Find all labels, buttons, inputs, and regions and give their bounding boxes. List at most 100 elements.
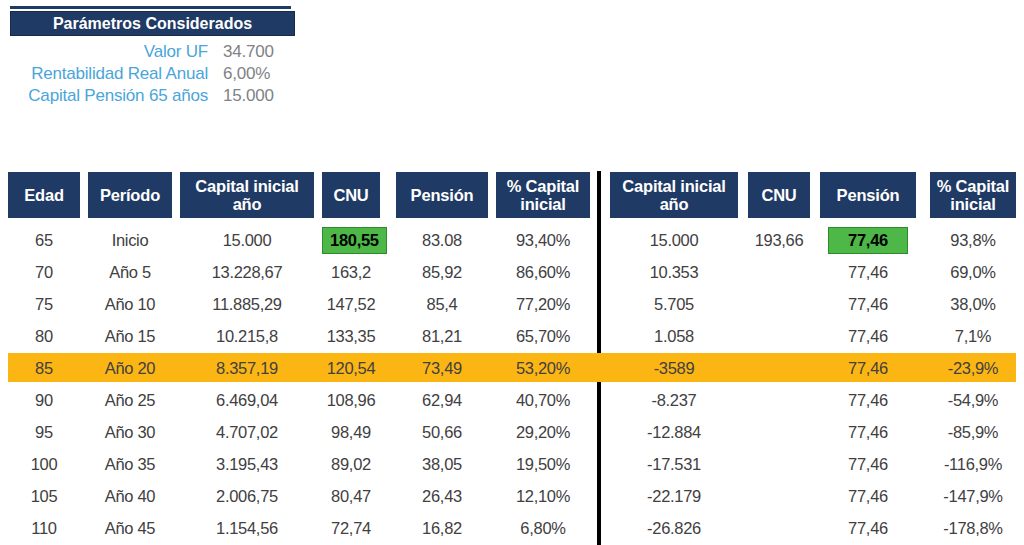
cell-capital-left: 4.707,02	[180, 416, 314, 448]
cell-pcapital-left: 93,40%	[496, 224, 590, 256]
cell-pension-left: 38,05	[396, 448, 488, 480]
cell-cnu-left: 80,47	[322, 480, 380, 512]
cell-pcapital-left: 29,20%	[496, 416, 590, 448]
table-row: 95 Año 30 4.707,02 98,49 50,66 29,20% -1…	[0, 416, 1024, 448]
parameters-panel-title: Parámetros Considerados	[10, 11, 295, 36]
cell-cnu-right	[748, 352, 810, 384]
cell-edad: 75	[8, 288, 80, 320]
col-header-pcapital-right: % Capital inicial	[930, 172, 1016, 218]
cell-edad: 80	[8, 320, 80, 352]
cell-pension-left: 50,66	[396, 416, 488, 448]
col-header-cnu-right: CNU	[748, 172, 810, 218]
cell-pcapital-right: 93,8%	[930, 224, 1016, 256]
cell-pension-left: 26,43	[396, 480, 488, 512]
cell-cnu-left: 147,52	[322, 288, 380, 320]
table-row: 110 Año 45 1.154,56 72,74 16,82 6,80% -2…	[0, 512, 1024, 544]
cell-pcapital-left: 65,70%	[496, 320, 590, 352]
col-header-edad: Edad	[8, 172, 80, 218]
panel-top-border	[10, 6, 291, 9]
cell-pension-right: 77,46	[820, 352, 916, 384]
table-header-row: Edad Período Capital inicial año CNU Pen…	[0, 172, 1024, 218]
cell-capital-left: 2.006,75	[180, 480, 314, 512]
table-row: 80 Año 15 10.215,8 133,35 81,21 65,70% 1…	[0, 320, 1024, 352]
cell-capital-left: 1.154,56	[180, 512, 314, 544]
cell-pcapital-left: 19,50%	[496, 448, 590, 480]
table-row: 65 Inicio 15.000 180,55 83.08 93,40% 15.…	[0, 224, 1024, 256]
cell-pcapital-left: 77,20%	[496, 288, 590, 320]
cell-capital-right: 1.058	[610, 320, 738, 352]
cell-capital-left: 11.885,29	[180, 288, 314, 320]
cell-cnu-right	[748, 288, 810, 320]
cell-pension-left: 85,92	[396, 256, 488, 288]
cell-pcapital-right: 7,1%	[930, 320, 1016, 352]
col-header-pension-left: Pensión	[396, 172, 488, 218]
cell-pension-right: 77,46	[820, 384, 916, 416]
cell-periodo: Año 45	[88, 512, 172, 544]
cell-edad: 65	[8, 224, 80, 256]
table-row: 70 Año 5 13.228,67 163,2 85,92 86,60% 10…	[0, 256, 1024, 288]
cell-cnu-right: 193,66	[748, 224, 810, 256]
cell-pension-left: 62,94	[396, 384, 488, 416]
cell-pcapital-right: -85,9%	[930, 416, 1016, 448]
cell-pcapital-right: -54,9%	[930, 384, 1016, 416]
param-label: Rentabilidad Real Anual	[0, 64, 208, 84]
col-header-periodo: Período	[88, 172, 172, 218]
cell-pension-right: 77,46	[820, 288, 916, 320]
col-header-cnu-left: CNU	[322, 172, 380, 218]
table-row: 90 Año 25 6.469,04 108,96 62,94 40,70% -…	[0, 384, 1024, 416]
cell-pension-right: 77,46	[820, 512, 916, 544]
cell-cnu-right	[748, 448, 810, 480]
cell-capital-left: 10.215,8	[180, 320, 314, 352]
cell-pcapital-left: 40,70%	[496, 384, 590, 416]
cell-capital-right: -17.531	[610, 448, 738, 480]
cell-capital-right: -12.884	[610, 416, 738, 448]
table-row: 105 Año 40 2.006,75 80,47 26,43 12,10% -…	[0, 480, 1024, 512]
cell-capital-left: 6.469,04	[180, 384, 314, 416]
col-header-pcapital-left: % Capital inicial	[496, 172, 590, 218]
cell-cnu-left: 163,2	[322, 256, 380, 288]
param-value: 34.700	[223, 42, 274, 62]
cell-pension-right: 77,46	[820, 480, 916, 512]
cell-cnu-right	[748, 416, 810, 448]
cell-capital-left: 13.228,67	[180, 256, 314, 288]
param-row-valor-uf: Valor UF 34.700	[0, 41, 330, 63]
cell-pcapital-left: 53,20%	[496, 352, 590, 384]
cell-pcapital-right: -116,9%	[930, 448, 1016, 480]
cell-pension-left: 81,21	[396, 320, 488, 352]
cell-cnu-right	[748, 256, 810, 288]
cell-periodo: Año 25	[88, 384, 172, 416]
cell-pension-left: 16,82	[396, 512, 488, 544]
cell-pcapital-right: 69,0%	[930, 256, 1016, 288]
param-row-rentabilidad: Rentabilidad Real Anual 6,00%	[0, 63, 330, 85]
cell-capital-right: -3589	[610, 352, 738, 384]
cell-cnu-right	[748, 320, 810, 352]
cell-capital-right: -8.237	[610, 384, 738, 416]
cell-periodo: Año 35	[88, 448, 172, 480]
cell-periodo: Año 20	[88, 352, 172, 384]
cell-periodo: Inicio	[88, 224, 172, 256]
table-row: 85 Año 20 8.357,19 120,54 73,49 53,20% -…	[0, 352, 1024, 384]
cell-edad: 95	[8, 416, 80, 448]
cell-cnu-left: 98,49	[322, 416, 380, 448]
param-label: Capital Pensión 65 años	[0, 86, 208, 106]
table-body: 65 Inicio 15.000 180,55 83.08 93,40% 15.…	[0, 224, 1024, 544]
table-row: 100 Año 35 3.195,43 89,02 38,05 19,50% -…	[0, 448, 1024, 480]
cell-capital-right: -26.826	[610, 512, 738, 544]
cell-periodo: Año 40	[88, 480, 172, 512]
cell-pcapital-right: 38,0%	[930, 288, 1016, 320]
cell-cnu-left: 108,96	[322, 384, 380, 416]
cell-capital-right: 10.353	[610, 256, 738, 288]
cell-pcapital-left: 86,60%	[496, 256, 590, 288]
cell-periodo: Año 30	[88, 416, 172, 448]
cell-edad: 105	[8, 480, 80, 512]
param-value: 6,00%	[223, 64, 270, 84]
cell-pension-right: 77,46	[820, 320, 916, 352]
cell-cnu-right	[748, 512, 810, 544]
cell-edad: 70	[8, 256, 80, 288]
col-header-capital-right: Capital inicial año	[610, 172, 738, 218]
param-label: Valor UF	[0, 42, 208, 62]
cell-pension-right: 77,46	[820, 448, 916, 480]
cell-pension-right: 77,46	[820, 416, 916, 448]
highlighted-value: 180,55	[322, 227, 387, 254]
cell-cnu-left: 120,54	[322, 352, 380, 384]
